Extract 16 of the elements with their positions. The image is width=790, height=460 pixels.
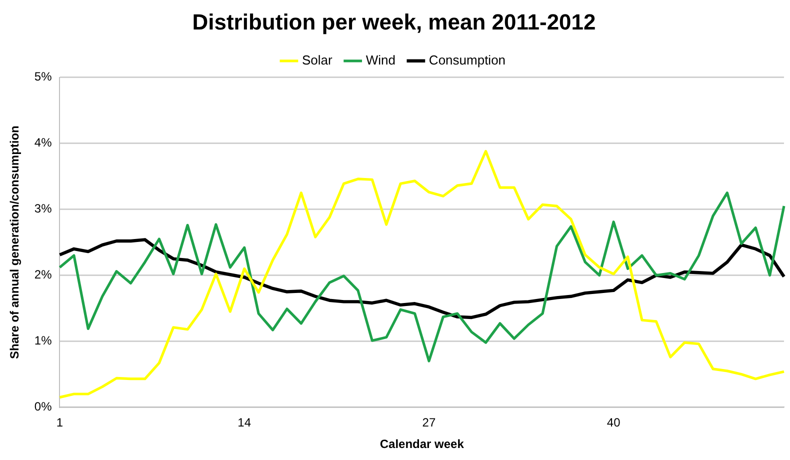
- x-axis-title: Calendar week: [380, 437, 464, 452]
- chart-title: Distribution per week, mean 2011-2012: [192, 9, 596, 34]
- x-tick-label: 1: [56, 416, 64, 430]
- x-tick-label: 14: [238, 416, 252, 430]
- x-tick-label: 27: [422, 416, 436, 430]
- y-tick-label: 0%: [34, 400, 52, 414]
- y-tick-label: 3%: [34, 202, 52, 216]
- y-tick-label: 1%: [34, 334, 52, 348]
- y-tick-label: 4%: [34, 136, 52, 150]
- y-tick-label: 2%: [34, 268, 52, 282]
- legend-label: Solar: [302, 52, 333, 68]
- y-axis-title: Share of annual generation/consumption: [8, 126, 22, 359]
- x-tick-label: 40: [606, 416, 621, 430]
- y-tick-label: 5%: [34, 70, 52, 84]
- legend-label: Wind: [366, 52, 396, 68]
- legend-label: Consumption: [428, 52, 506, 68]
